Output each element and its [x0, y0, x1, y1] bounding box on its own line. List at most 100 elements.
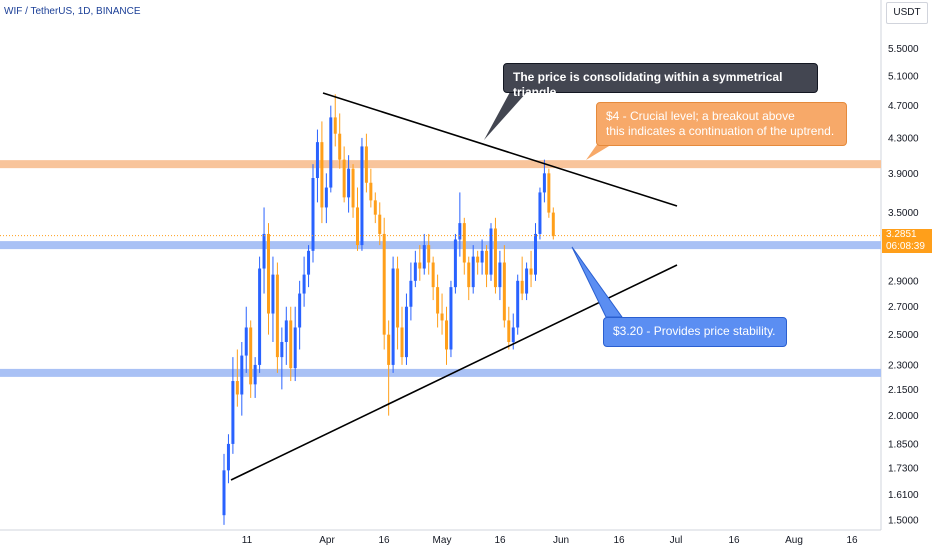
candle-body [347, 168, 351, 198]
candle-body [516, 280, 520, 328]
y-tick-label: 5.1000 [888, 72, 919, 83]
candle-body [449, 287, 453, 350]
triangle-callout: The price is consolidating within a symm… [503, 63, 818, 99]
candle-body [253, 364, 257, 385]
candle-body [298, 293, 302, 328]
candle-body [462, 223, 466, 263]
x-tick-label: 16 [728, 535, 740, 546]
candle-body [249, 327, 253, 385]
level-zone-support [0, 241, 881, 250]
candle-body [262, 233, 266, 269]
candle-body [520, 280, 524, 294]
candle-body [267, 233, 270, 314]
candle-body [396, 268, 400, 328]
candle-body [476, 256, 480, 263]
candle-body [440, 313, 444, 321]
triangle-callout-text: The price is consolidating within a symm… [513, 70, 783, 99]
candle-body [445, 320, 448, 350]
resistance-callout: $4 - Crucial level; a breakout above thi… [596, 102, 847, 146]
candle-body [307, 250, 311, 275]
level-zone-resistance [0, 160, 881, 169]
y-tick-label: 2.7000 [888, 302, 919, 313]
candle-body [422, 245, 426, 269]
symbol-title: WIF / TetherUS, 1D, BINANCE [4, 6, 141, 17]
candle-body [293, 327, 297, 369]
candle-body [409, 280, 413, 307]
candle-body [364, 146, 368, 183]
x-tick-label: May [433, 535, 452, 546]
candle-body [436, 287, 440, 314]
candle-body [467, 262, 471, 288]
candle-body [311, 178, 315, 251]
candle-body [329, 117, 333, 188]
y-tick-label: 5.5000 [888, 44, 919, 55]
candle-body [538, 192, 542, 234]
candle-body [369, 182, 373, 201]
y-tick-label: 1.5000 [888, 516, 919, 527]
candle-body [382, 233, 386, 335]
candle-body [387, 334, 391, 365]
y-tick-label: 2.0000 [888, 411, 919, 422]
support-callout-pointer [571, 246, 623, 318]
candle-body [373, 200, 377, 215]
candle-body [391, 268, 395, 365]
candle-body [222, 470, 226, 516]
candle-body [525, 268, 529, 294]
candle-body [356, 207, 359, 246]
candle-body [511, 327, 515, 342]
candle-body [547, 173, 551, 213]
candle-body [529, 268, 533, 275]
y-tick-label: 2.1500 [888, 385, 919, 396]
y-tick-label: 3.5000 [888, 208, 919, 219]
candle-body [324, 187, 328, 208]
candle-body [231, 381, 235, 444]
candle-body [226, 443, 230, 471]
y-tick-label: 3.9000 [888, 169, 919, 180]
candle-body [418, 262, 422, 269]
candle-body [351, 168, 355, 208]
x-tick-label: 16 [846, 535, 858, 546]
candle-body [320, 142, 324, 208]
x-tick-label: 16 [494, 535, 506, 546]
x-tick-label: Apr [319, 535, 335, 546]
countdown-label: 06:08:39 [882, 241, 932, 253]
candle-body [453, 239, 457, 288]
currency-badge[interactable]: USDT [886, 2, 928, 24]
y-tick-label: 4.7000 [888, 101, 919, 112]
x-tick-label: 16 [378, 535, 390, 546]
y-tick-label: 1.6100 [888, 490, 919, 501]
candle-body [480, 250, 484, 263]
candle-body [360, 146, 364, 246]
candle-body [271, 274, 275, 314]
candle-body [507, 320, 511, 342]
x-tick-label: 11 [242, 535, 253, 546]
last-price-label: 3.2851 [882, 229, 932, 241]
support-callout: $3.20 - Provides price stability. [603, 317, 787, 347]
candle-body [413, 262, 417, 281]
candle-body [485, 250, 489, 275]
y-tick-label: 4.3000 [888, 133, 919, 144]
symbol-header: WIF / TetherUS, 1D, BINANCE [4, 6, 141, 17]
resistance-callout-line2: this indicates a continuation of the upt… [606, 124, 835, 138]
candle-body [342, 159, 346, 198]
candle-body [493, 228, 497, 288]
x-tick-label: Aug [785, 535, 803, 546]
x-tick-label: Jul [670, 535, 683, 546]
resistance-callout-line1: $4 - Crucial level; a breakout above [606, 109, 795, 123]
candle-body [275, 274, 279, 358]
upper-trendline [322, 92, 678, 207]
candle-body [404, 306, 408, 358]
candle-body [315, 142, 319, 179]
candle-body [471, 256, 475, 288]
level-zone-support-low [0, 368, 881, 377]
triangle-callout-pointer [484, 92, 527, 140]
candle-body [542, 173, 546, 193]
y-tick-label: 2.9000 [888, 276, 919, 287]
candle-body [458, 223, 462, 240]
candle-body [258, 268, 262, 365]
support-callout-text: $3.20 - Provides price stability. [613, 324, 776, 338]
y-tick-label: 1.7300 [888, 464, 919, 475]
y-tick-label: 1.8500 [888, 439, 919, 450]
